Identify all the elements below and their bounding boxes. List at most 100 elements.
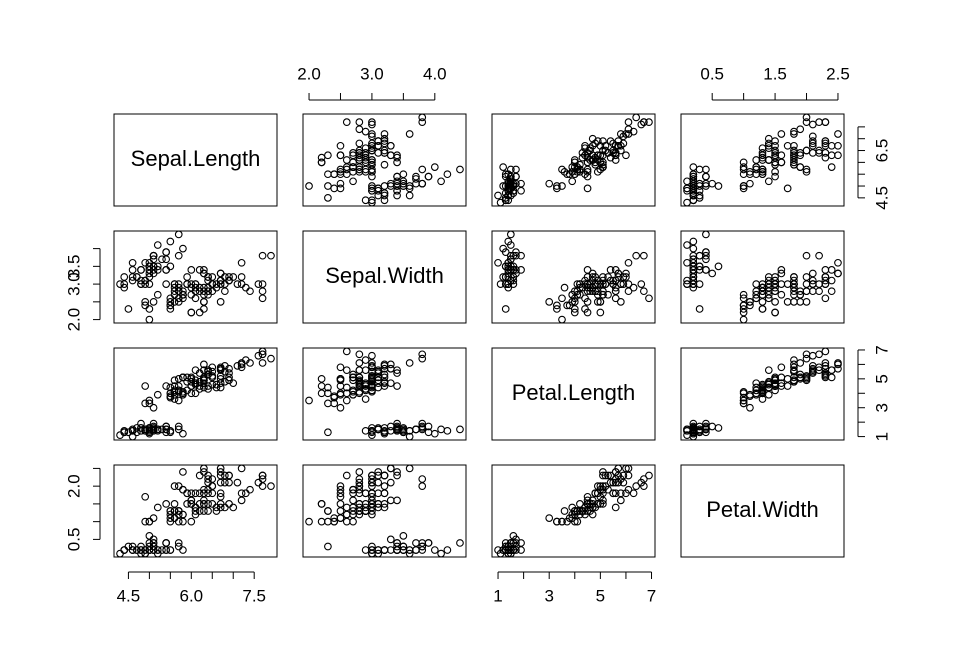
point <box>758 149 767 157</box>
point <box>153 425 162 434</box>
point <box>200 374 208 383</box>
point <box>361 196 370 205</box>
x-tick-label: 7.5 <box>242 586 266 605</box>
point <box>456 539 464 547</box>
point <box>361 127 370 136</box>
point <box>512 546 520 554</box>
point <box>777 266 786 274</box>
point <box>237 489 246 498</box>
point <box>374 149 383 157</box>
point <box>808 137 817 145</box>
point <box>374 478 383 487</box>
point <box>418 179 427 188</box>
point <box>153 290 162 299</box>
point <box>145 424 154 432</box>
point <box>560 507 569 515</box>
point <box>545 514 554 522</box>
point <box>739 399 748 408</box>
point <box>695 251 704 260</box>
point <box>349 177 357 186</box>
point <box>412 425 420 434</box>
point <box>317 382 326 390</box>
point <box>258 251 267 260</box>
point <box>583 158 592 167</box>
point <box>578 153 587 162</box>
point <box>380 182 389 190</box>
point <box>501 248 510 257</box>
point <box>645 118 653 126</box>
point <box>758 287 767 296</box>
point <box>174 507 183 515</box>
point <box>336 382 345 390</box>
point <box>639 482 648 491</box>
point <box>225 273 233 281</box>
point <box>204 475 212 483</box>
x-tick-label: 2.0 <box>297 64 321 83</box>
point <box>355 149 364 157</box>
point <box>783 184 792 193</box>
point <box>702 230 710 239</box>
point <box>187 389 196 398</box>
point <box>808 139 817 148</box>
point <box>399 531 408 540</box>
point <box>233 478 242 487</box>
point <box>137 280 145 288</box>
point <box>128 546 137 554</box>
point <box>553 305 561 313</box>
point <box>361 366 370 375</box>
point <box>386 546 395 554</box>
point <box>246 485 254 494</box>
point <box>393 172 401 181</box>
point <box>355 489 364 498</box>
point <box>601 146 610 155</box>
point <box>153 503 162 512</box>
point <box>342 156 351 164</box>
point <box>430 429 439 438</box>
point <box>200 489 208 498</box>
point <box>599 471 607 480</box>
point <box>128 432 137 441</box>
point <box>494 258 502 267</box>
panel-frame <box>113 113 278 207</box>
point <box>386 364 395 373</box>
point <box>380 361 389 370</box>
point <box>758 283 767 292</box>
point <box>324 542 332 551</box>
point <box>336 485 345 494</box>
point <box>496 280 505 288</box>
point <box>783 141 792 150</box>
point <box>216 383 225 392</box>
point <box>581 507 589 515</box>
point <box>386 478 395 487</box>
point <box>349 163 357 171</box>
point <box>191 489 200 498</box>
point <box>229 503 238 512</box>
point <box>254 478 263 487</box>
point <box>777 269 786 278</box>
point <box>578 283 587 292</box>
point <box>504 191 513 200</box>
point <box>258 471 267 480</box>
point <box>509 262 518 271</box>
point <box>821 280 830 288</box>
point <box>336 403 345 412</box>
point <box>145 399 154 408</box>
point <box>827 151 836 160</box>
point <box>208 280 217 288</box>
point <box>708 269 717 278</box>
point <box>629 489 638 498</box>
point <box>601 482 610 491</box>
point <box>355 503 364 512</box>
point <box>611 276 620 285</box>
point <box>141 258 150 267</box>
point <box>619 471 628 480</box>
point <box>624 258 633 267</box>
point <box>187 374 196 383</box>
point <box>324 194 332 202</box>
point <box>739 301 748 310</box>
point <box>355 475 364 483</box>
point <box>317 517 326 526</box>
point <box>174 230 183 239</box>
point <box>200 360 208 369</box>
point <box>317 158 326 167</box>
